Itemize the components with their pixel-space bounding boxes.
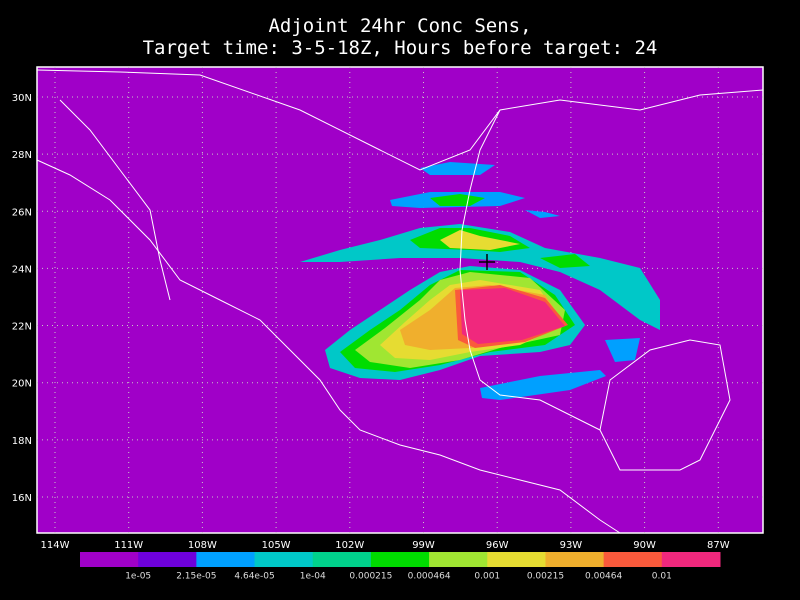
contour xyxy=(440,230,520,250)
lat-label: 26N xyxy=(12,207,32,218)
colorbar-label: 2.15e-05 xyxy=(176,572,216,582)
target-marker xyxy=(479,254,495,270)
lon-label: 93W xyxy=(560,540,583,551)
lat-label: 16N xyxy=(12,493,32,504)
colorbar-label: 4.64e-05 xyxy=(234,572,274,582)
coastline xyxy=(599,339,731,471)
colorbar-swatch xyxy=(661,552,721,567)
coastlines xyxy=(36,69,764,534)
lat-label: 22N xyxy=(12,322,32,333)
colorbar-swatch xyxy=(80,552,139,567)
contour xyxy=(525,210,560,218)
lat-label: 20N xyxy=(12,379,32,390)
contour xyxy=(605,338,640,362)
coastline xyxy=(459,109,601,431)
colorbar-swatch xyxy=(312,552,372,567)
contours xyxy=(300,162,660,400)
lat-label: 24N xyxy=(12,264,32,275)
colorbar-label: 0.01 xyxy=(652,572,672,582)
colorbar-swatch xyxy=(370,552,430,567)
contour xyxy=(300,224,660,330)
colorbar-swatch xyxy=(487,552,546,567)
lon-label: 111W xyxy=(114,540,143,551)
contour xyxy=(430,194,485,206)
colorbar-swatch xyxy=(545,552,605,567)
lon-label: 99W xyxy=(412,540,435,551)
contour xyxy=(460,288,565,344)
lat-label: 28N xyxy=(12,150,32,161)
contour xyxy=(480,370,606,400)
coastline xyxy=(59,99,171,301)
lon-label: 96W xyxy=(486,540,509,551)
colorbar-label: 1e-05 xyxy=(125,572,151,582)
colorbar-swatch xyxy=(254,552,314,567)
lon-label: 105W xyxy=(262,540,291,551)
lon-label: 108W xyxy=(188,540,217,551)
colorbar-label: 0.00464 xyxy=(585,572,622,582)
colorbar-label: 0.000215 xyxy=(349,572,392,582)
lon-label: 102W xyxy=(335,540,364,551)
contour xyxy=(540,254,590,268)
lon-label: 114W xyxy=(41,540,70,551)
coastline xyxy=(36,159,621,534)
colorbar-swatch xyxy=(603,552,663,567)
lon-label: 87W xyxy=(707,540,730,551)
colorbar-label: 0.000464 xyxy=(408,572,451,582)
colorbar-swatch xyxy=(138,552,197,567)
colorbar-label: 0.001 xyxy=(474,572,500,582)
lat-label: 18N xyxy=(12,436,32,447)
colorbar-swatch xyxy=(196,552,256,567)
colorbar-label: 0.00215 xyxy=(527,572,564,582)
lon-label: 90W xyxy=(633,540,656,551)
lat-label: 30N xyxy=(12,93,32,104)
title-line-1: Adjoint 24hr Conc Sens, xyxy=(268,15,531,37)
colorbar-label: 1e-04 xyxy=(300,572,326,582)
title-line-2: Target time: 3-5-18Z, Hours before targe… xyxy=(143,37,658,59)
colorbar-swatch xyxy=(429,552,488,567)
coastline xyxy=(36,69,764,171)
